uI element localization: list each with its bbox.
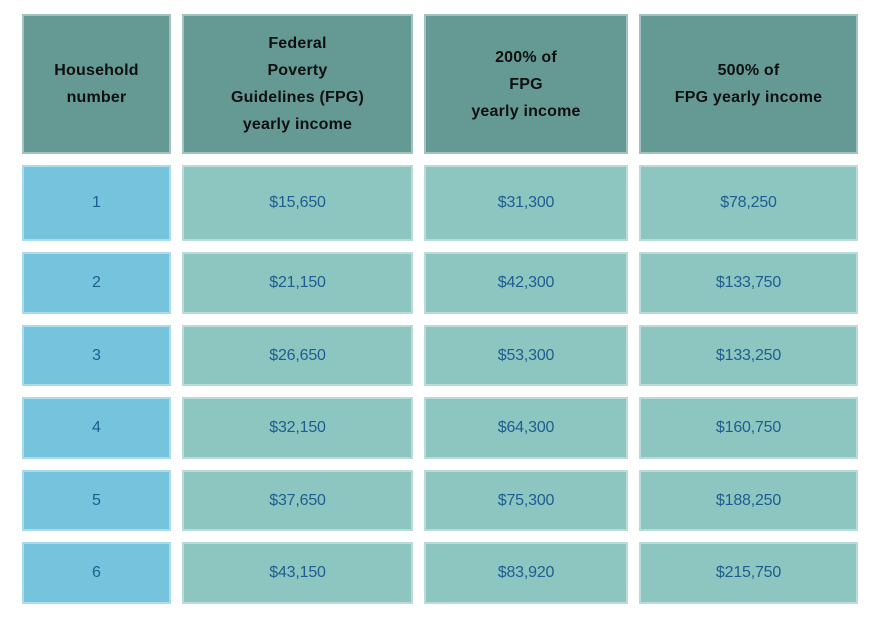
header-line: FPG (509, 75, 543, 93)
cell-fpg500-row6: $215,750 (639, 542, 858, 604)
fpg-income-table: Household number Federal Poverty Guideli… (22, 14, 858, 604)
header-line: Poverty (267, 62, 328, 79)
cell-household-row3: 3 (22, 325, 171, 386)
header-500pct-fpg: 500% of FPG yearly income (639, 14, 858, 154)
cell-fpg500-row3: $133,250 (639, 325, 858, 386)
cell-fpg200-row6: $83,920 (424, 542, 628, 604)
cell-fpg-row5: $37,650 (182, 470, 413, 531)
header-line: 500% of (717, 62, 780, 79)
header-line: FPG yearly income (674, 89, 823, 106)
cell-fpg200-row2: $42,300 (424, 252, 628, 314)
header-line: Guidelines (FPG) (231, 89, 364, 106)
cell-household-row5: 5 (22, 470, 171, 531)
cell-fpg200-row5: $75,300 (424, 470, 628, 531)
cell-household-row6: 6 (22, 542, 171, 604)
cell-fpg200-row4: $64,300 (424, 397, 628, 459)
cell-fpg500-row2: $133,750 (639, 252, 858, 314)
cell-fpg-row3: $26,650 (182, 325, 413, 386)
cell-household-row4: 4 (22, 397, 171, 459)
header-household-number: Household number (22, 14, 171, 154)
header-line: Household (54, 62, 139, 79)
cell-fpg200-row3: $53,300 (424, 325, 628, 386)
header-line: Federal (268, 35, 327, 52)
cell-fpg200-row1: $31,300 (424, 165, 628, 241)
cell-fpg500-row1: $78,250 (639, 165, 858, 241)
header-fpg-yearly-income: Federal Poverty Guidelines (FPG) yearly … (182, 14, 413, 154)
header-line: yearly income (242, 116, 353, 133)
header-200pct-fpg: 200% of FPG yearly income (424, 14, 628, 154)
cell-household-row1: 1 (22, 165, 171, 241)
cell-fpg-row4: $32,150 (182, 397, 413, 459)
cell-fpg500-row4: $160,750 (639, 397, 858, 459)
cell-fpg500-row5: $188,250 (639, 470, 858, 531)
header-line: number (66, 89, 127, 106)
cell-fpg-row6: $43,150 (182, 542, 413, 604)
header-line: yearly income (471, 102, 581, 120)
header-line: 200% of (495, 48, 557, 66)
cell-fpg-row2: $21,150 (182, 252, 413, 314)
cell-fpg-row1: $15,650 (182, 165, 413, 241)
cell-household-row2: 2 (22, 252, 171, 314)
